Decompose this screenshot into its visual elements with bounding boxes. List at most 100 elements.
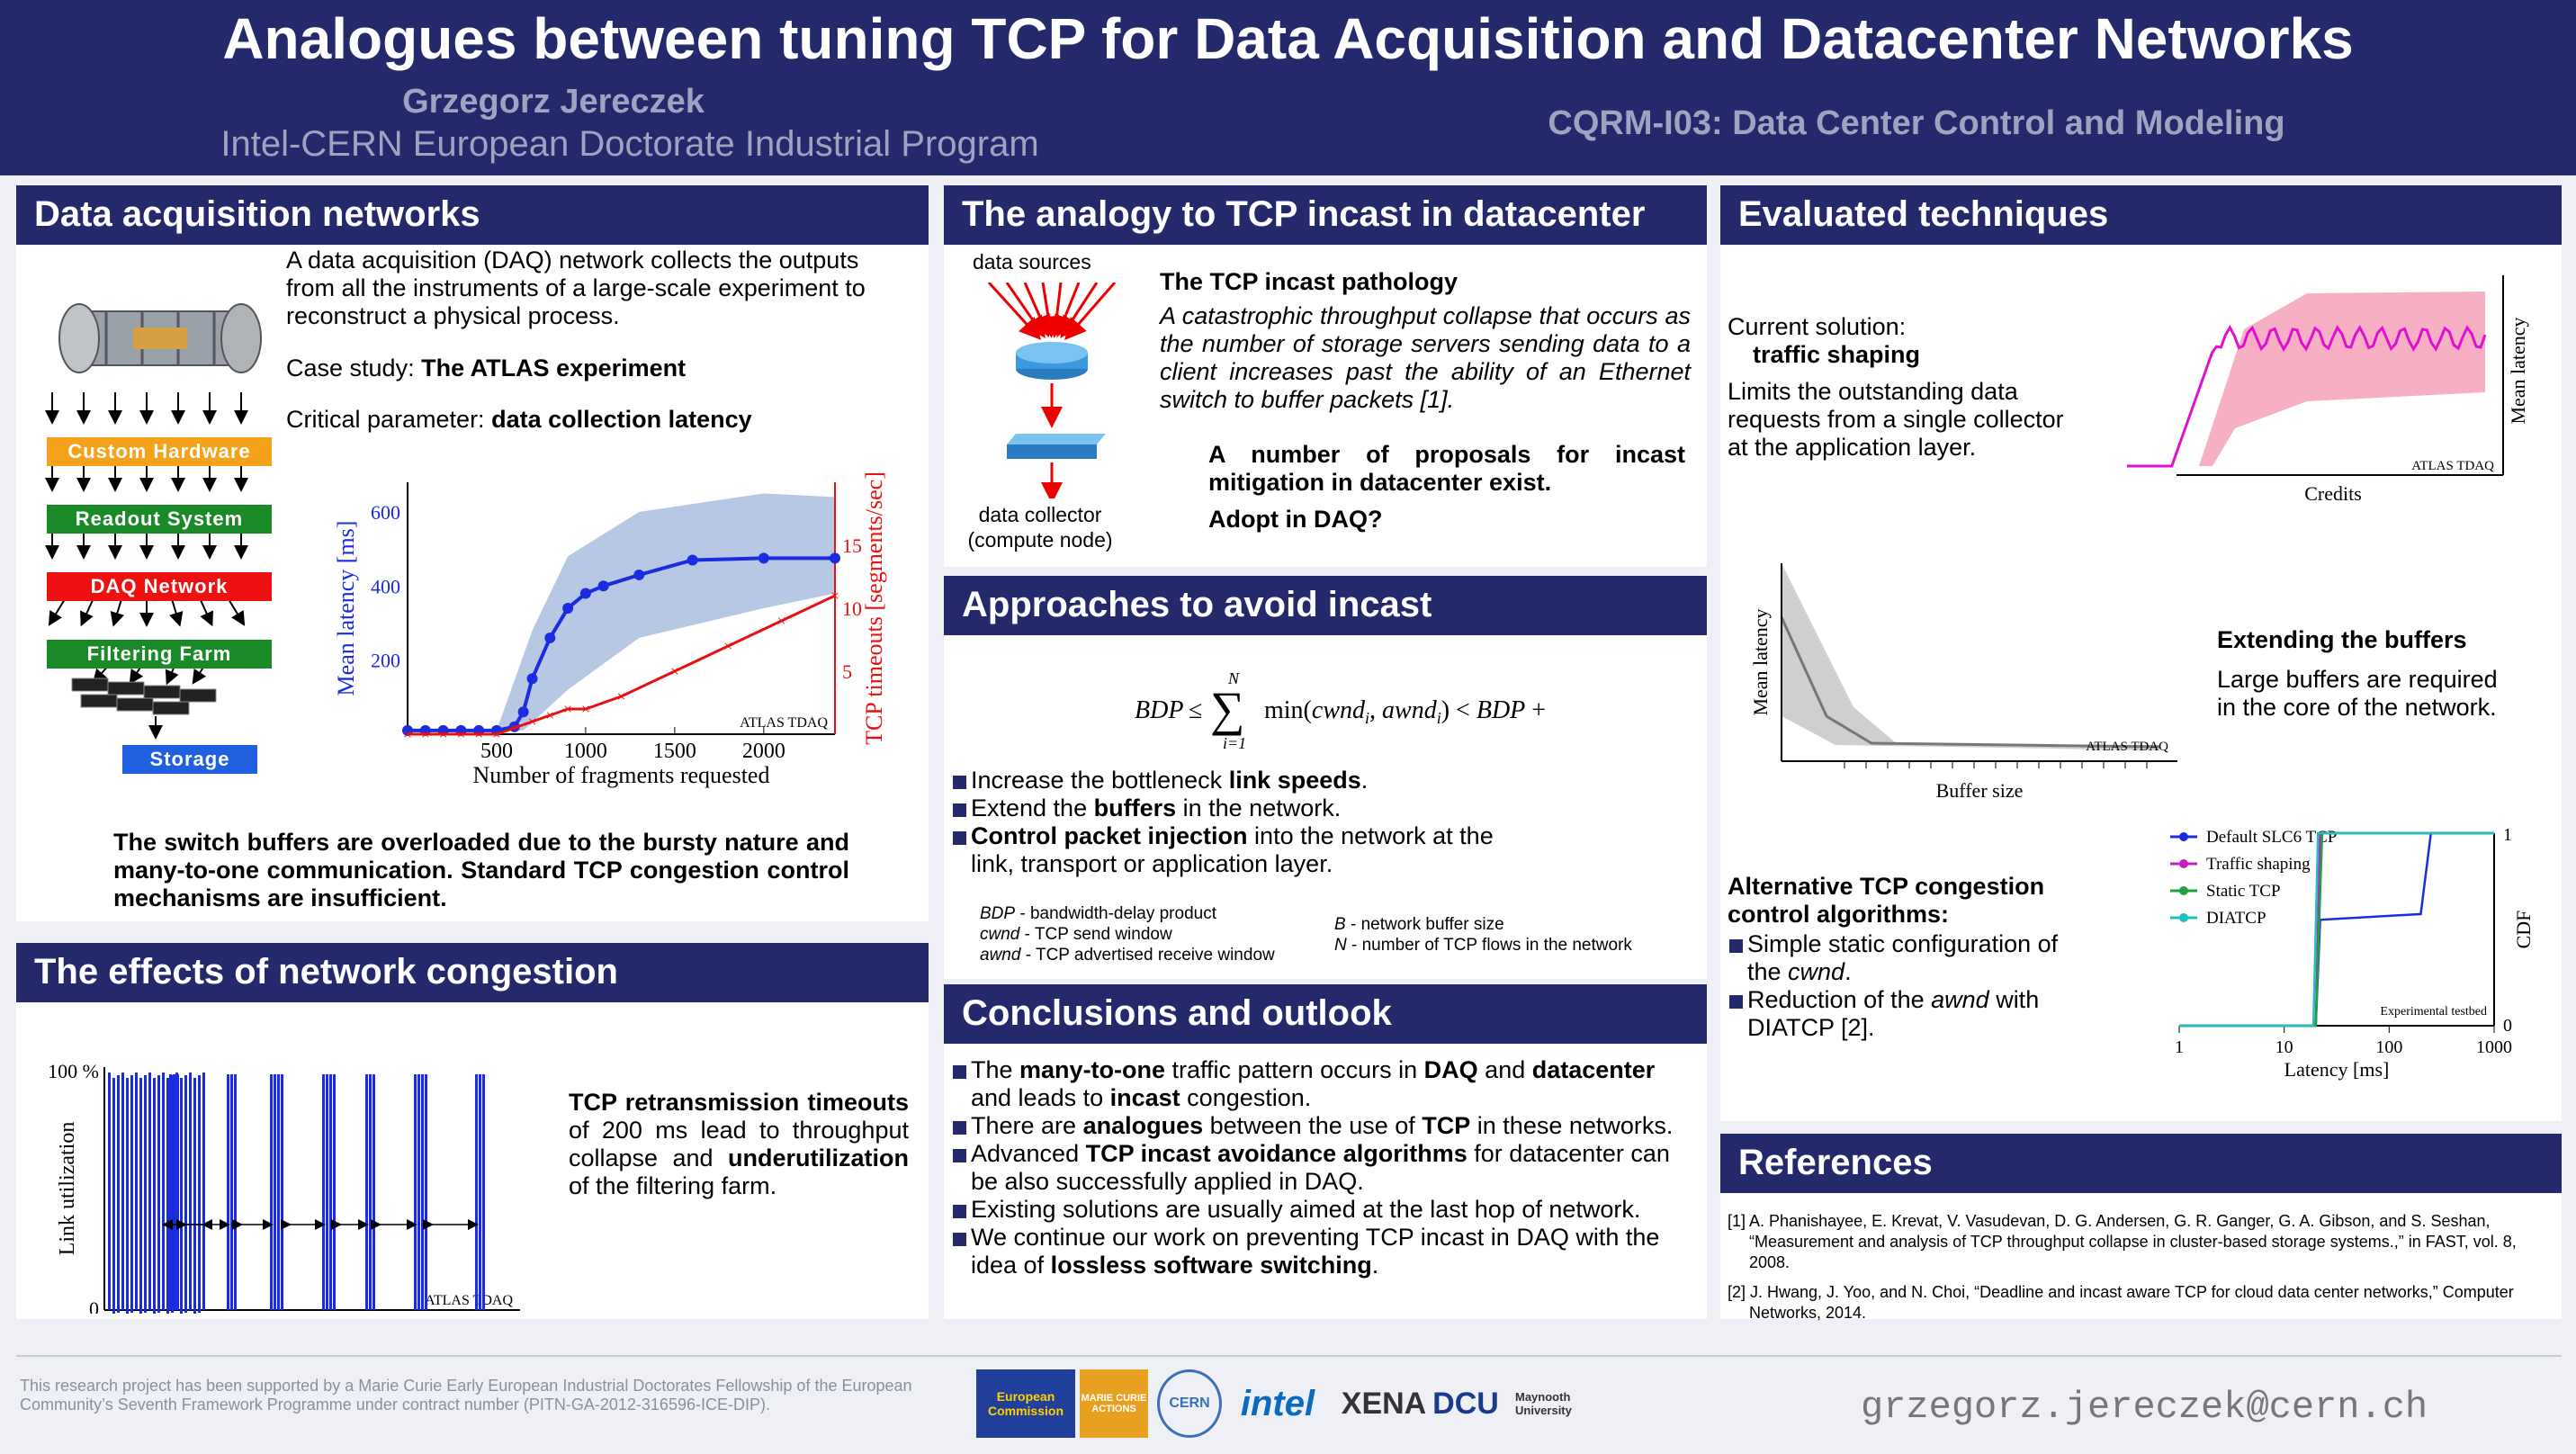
chart-annotation: ATLAS TDAQ [2086,740,2168,754]
svg-text:≤: ≤ [1189,696,1202,724]
conclusion-text: and leads to [971,1084,1110,1111]
incast-pathology-text: A catastrophic throughput collapse that … [1160,302,1691,413]
series-point: × [439,725,448,743]
conclusion-item: The many-to-one traffic pattern occurs i… [951,1056,1698,1112]
utilization-bar [227,1074,229,1310]
y-tick-label: 600 [371,501,400,524]
legend-symbol: cwnd [980,925,1020,944]
conclusion-text: There are [971,1112,1083,1139]
series-point: × [492,725,501,743]
legend-item: BDP - bandwidth-delay product [980,903,1275,924]
effects-text: TCP retransmission timeouts of 200 ms le… [569,1089,909,1200]
legend-left: BDP - bandwidth-delay product cwnd - TCP… [980,903,1275,965]
footer-divider [16,1355,2562,1357]
case-study-prefix: Case study: [286,355,422,381]
conclusion-text: between the use of [1203,1112,1423,1139]
utilization-bar [173,1074,175,1310]
utilization-bar [274,1074,276,1310]
utilization-bar [153,1078,156,1314]
series-point [517,706,529,718]
utilization-bar [281,1074,283,1310]
marie-curie-logo: MARIE CURIE ACTIONS [1080,1369,1148,1438]
author-name: Grzegorz Jereczek [402,83,705,121]
series-point: × [403,725,412,743]
series-line-1 [408,594,836,736]
utilization-bar [417,1074,420,1310]
utilization-bar [421,1074,424,1310]
utilization-bar [166,1078,169,1314]
series-point [597,580,609,592]
approaches-panel: Approaches to avoid incast BDP ≤ ∑ N i=1… [944,576,1707,979]
legend-symbol: N [1334,936,1347,955]
alt-text: Simple static configuration of the [1747,930,2059,985]
funding-note: This research project has been supported… [20,1377,912,1414]
approach-item: Extend the buffers in the network. [951,794,1527,822]
conclusion-text: . [1371,1252,1379,1279]
effects-bold-1: TCP retransmission timeouts [569,1089,909,1116]
utilization-bar [270,1074,273,1310]
daq-panel: Data acquisition networks Custom Hardwar… [16,185,929,921]
x-tick-label: 500 [480,740,513,763]
series-point [562,603,574,614]
alt-text: with DIATCP [2]. [1747,986,2040,1041]
alt-tcp-item: Reduction of the awnd with DIATCP [2]. [1728,986,2087,1042]
storage-block: Storage [122,745,257,774]
reference-item: [1] A. Phanishayee, E. Krevat, V. Vasude… [1728,1212,2517,1271]
series-point [633,569,645,580]
y2-tick-label: 15 [842,534,862,557]
legend-desc: - number of TCP flows in the network [1346,936,1632,955]
approach-text: Increase the bottleneck [971,767,1229,794]
latency-timeouts-chart: 500 1000 1500 2000 200 400 600 5 10 15 Number of f… [333,471,887,788]
x-tick-label: 10 [2275,1037,2293,1057]
maynooth-logo: Maynooth University [1515,1390,1572,1417]
daq-network-block: DAQ Network [47,572,272,601]
alt-tcp-title: Alternative TCP congestion control algor… [1728,873,2045,928]
y2-tick-label: 5 [842,660,852,683]
conclusions-panel: Conclusions and outlook The many-to-one … [944,984,1707,1319]
chart-annotation: ATLAS TDAQ [2411,459,2494,473]
alt-italic: awnd [1931,986,1989,1013]
bdp-formula: BDP ≤ ∑ N i=1 min(cwndi, awndi) < BDP + … [1135,669,1547,752]
legend-symbol: BDP [980,904,1016,923]
legend-item: awnd - TCP advertised receive window [980,945,1275,965]
utilization-bar [202,1073,205,1310]
legend-desc: - TCP send window [1019,925,1172,944]
approach-bold: buffers [1093,794,1177,821]
y-tick-label: 100 % [48,1060,99,1082]
series-point [544,632,556,643]
latency-line [1780,616,2160,749]
conclusion-bold: datacenter [1531,1056,1656,1083]
conclusion-bold: TCP incast avoidance algorithms [1085,1140,1468,1167]
conclusion-text: Existing solutions are usually aimed at … [971,1196,1641,1223]
utilization-bar [162,1073,165,1310]
conclusion-text: We continue our work on preventing TCP i… [971,1224,1660,1279]
extend-buffers-title: Extending the buffers [2217,626,2467,653]
reference-item: [2] J. Hwang, J. Yoo, and N. Choi, “Dead… [1728,1283,2514,1322]
utilization-bar [414,1074,417,1310]
chart-annotation: Experimental testbed [2380,1005,2487,1019]
utilization-bar [130,1075,133,1313]
y2-axis-title: TCP timeouts [segments/sec] [861,471,887,745]
xena-logo: XENA [1341,1386,1427,1421]
utilization-bar [126,1078,129,1314]
effects-panel: The effects of network congestion 0 100 %… [16,943,929,1319]
daq-intro: A data acquisition (DAQ) network collect… [286,247,866,329]
series-point: × [421,725,430,743]
filtering-farm-block: Filtering Farm [47,640,272,669]
y-axis-title: Mean latency [1749,608,1772,715]
daq-flow-diagram [45,392,248,740]
references-list: [1] A. Phanishayee, E. Krevat, V. Vasude… [1728,1211,2537,1324]
legend-marker [2179,913,2188,922]
utilization-bar [277,1074,280,1310]
references-heading: References [1720,1134,2562,1193]
approaches-heading: Approaches to avoid incast [944,576,1707,635]
conclusion-text: traffic pattern occurs in [1165,1056,1424,1083]
critical-parameter-line: Critical parameter: data collection late… [286,406,907,434]
y-tick-label: 1 [2503,825,2512,845]
series-point: × [456,725,465,743]
series-point: × [545,706,554,724]
y-tick-label: 0 [2503,1016,2512,1036]
conclusion-text: Advanced [971,1140,1086,1167]
cern-logo: CERN [1157,1369,1222,1438]
